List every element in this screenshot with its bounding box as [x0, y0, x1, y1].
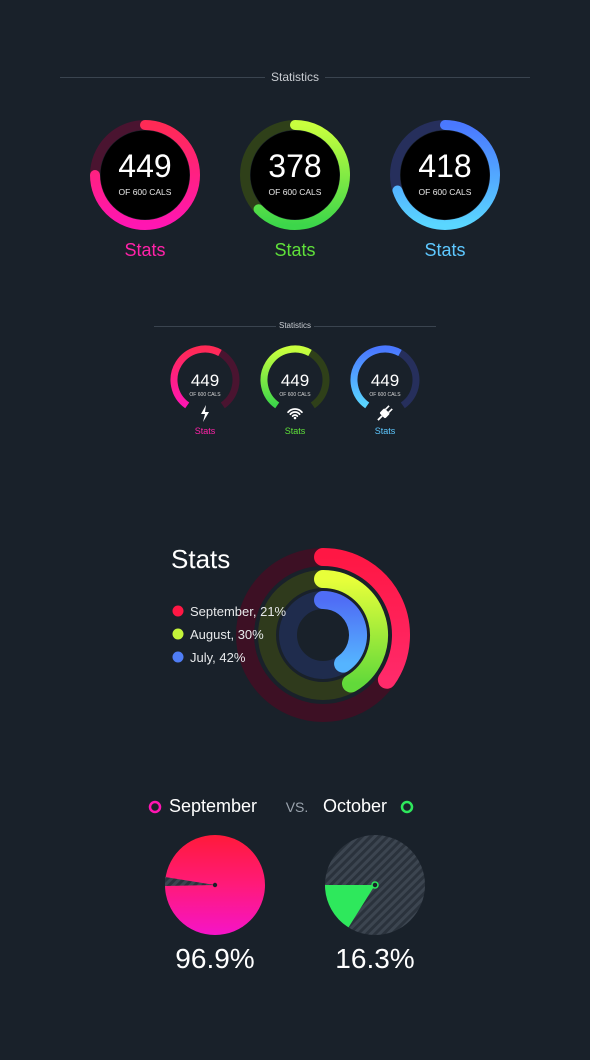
lightning-icon	[201, 405, 209, 422]
legend-dot	[172, 605, 184, 617]
gauge-arc	[260, 345, 312, 409]
legend-label: August, 30%	[190, 627, 264, 642]
october-pie: 16.3%	[325, 835, 425, 974]
september-dot	[148, 800, 162, 814]
comparison-header: September VS. October	[148, 796, 414, 816]
section-title: Statistics	[0, 68, 590, 86]
gauge-label: Stats	[375, 426, 396, 436]
pie-slice	[325, 885, 375, 928]
section-title-small: Statistics	[0, 320, 590, 332]
ring-arc	[314, 591, 367, 673]
comparison-chart: September VS. October 96.9% 16.3%	[148, 796, 425, 974]
activity-title: Stats	[171, 544, 230, 574]
gauge-subtitle: OF 600 CALS	[369, 392, 401, 398]
pie-remainder	[165, 877, 215, 886]
gauge-value: 449	[191, 371, 219, 390]
october-dot	[400, 800, 414, 814]
september-label: September	[169, 796, 257, 816]
september-pie: 96.9%	[165, 835, 265, 974]
gauge-value: 418	[418, 148, 471, 184]
legend-dot	[172, 651, 184, 663]
legend-dot	[172, 628, 184, 640]
gauge-label: Stats	[274, 240, 315, 260]
legend-item: August, 30%	[172, 627, 264, 642]
activity-ring-1	[236, 548, 410, 722]
divider	[325, 77, 530, 78]
gauge-subtitle: OF 600 CALS	[189, 392, 221, 398]
gauge-2: 378 OF 600 CALS Stats	[240, 120, 350, 260]
gauge-subtitle: OF 600 CALS	[119, 187, 172, 197]
plug-icon	[377, 405, 393, 421]
gauge-subtitle: OF 600 CALS	[269, 187, 322, 197]
small-gauge-3: 449 OF 600 CALS Stats	[350, 345, 420, 436]
gauge-value: 449	[371, 371, 399, 390]
gauge-subtitle: OF 600 CALS	[279, 392, 311, 398]
activity-ring-3	[279, 591, 367, 679]
divider	[314, 326, 436, 327]
gauge-center	[400, 130, 490, 220]
small-gauge-1: 449 OF 600 CALS Stats	[170, 345, 240, 436]
pie-center	[371, 881, 379, 889]
divider	[154, 326, 276, 327]
gauge-arc	[90, 120, 200, 230]
vs-label: VS.	[286, 799, 309, 815]
october-percent: 16.3%	[335, 943, 414, 974]
legend-item: September, 21%	[172, 604, 287, 619]
october-label: October	[323, 796, 387, 816]
gauge-label: Stats	[195, 426, 216, 436]
legend-item: July, 42%	[172, 650, 246, 665]
gauge-center	[250, 130, 340, 220]
gauge-label: Stats	[124, 240, 165, 260]
gauge-arc	[170, 345, 222, 409]
section-title-text: Statistics	[270, 70, 319, 84]
ring-arc	[314, 570, 388, 693]
gauge-value: 449	[281, 371, 309, 390]
september-percent: 96.9%	[175, 943, 254, 974]
activity-ring-2	[258, 570, 388, 700]
activity-rings-chart: Stats September, 21% August, 30% July, 42%	[171, 544, 410, 722]
small-gauge-2: 449 OF 600 CALS Stats	[260, 345, 330, 436]
gauge-3: 418 OF 600 CALS Stats	[390, 120, 500, 260]
gauge-center	[100, 130, 190, 220]
gauge-value: 449	[118, 148, 171, 184]
gauge-label: Stats	[285, 426, 306, 436]
legend-label: September, 21%	[190, 604, 287, 619]
legend-label: July, 42%	[190, 650, 246, 665]
gauge-arc	[253, 120, 350, 230]
gauge-subtitle: OF 600 CALS	[419, 187, 472, 197]
section-title-text: Statistics	[278, 321, 311, 330]
gauge-label: Stats	[424, 240, 465, 260]
ring-arc	[314, 548, 410, 689]
divider	[60, 77, 265, 78]
gauge-value: 378	[268, 148, 321, 184]
gauge-arc	[350, 345, 402, 409]
gauge-1: 449 OF 600 CALS Stats	[90, 120, 200, 260]
gauge-arc	[392, 120, 500, 230]
wifi-icon	[287, 408, 303, 420]
pie-center	[212, 882, 218, 888]
